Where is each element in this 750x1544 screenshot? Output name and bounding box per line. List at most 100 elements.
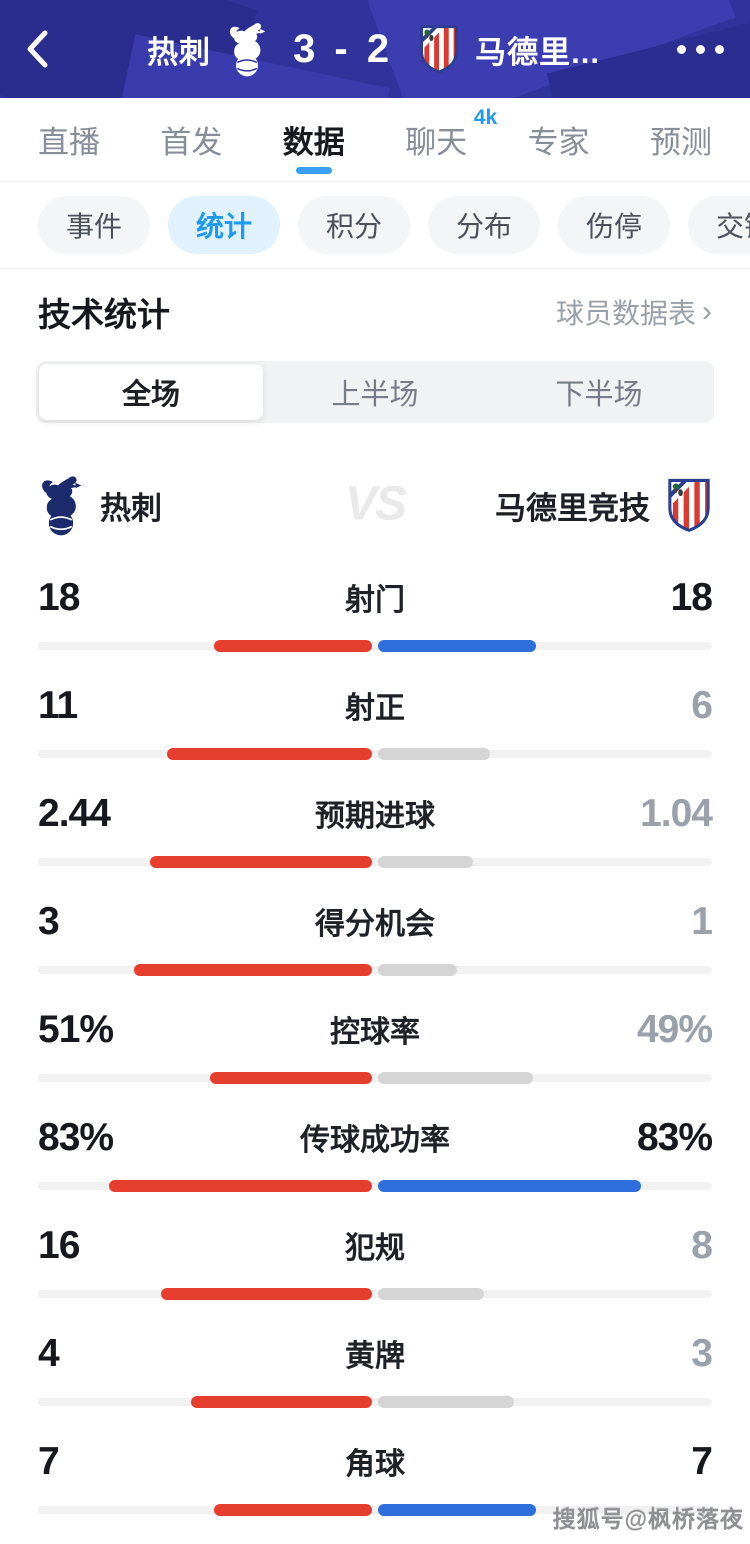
subtab-伤停[interactable]: 伤停: [558, 196, 670, 254]
home-team: 热刺: [38, 473, 162, 537]
teams-row: 热刺 VS 马德里竞技: [0, 465, 750, 545]
stat-row-控球率: 51% 控球率 49%: [0, 995, 750, 1103]
stat-bar-track: [38, 1288, 712, 1300]
subtab-统计[interactable]: 统计: [168, 196, 280, 254]
tab-label: 聊天: [405, 125, 468, 160]
stat-bar-track: [38, 964, 712, 976]
home-team-name[interactable]: 热刺: [147, 34, 212, 70]
chevron-right-icon: ›: [702, 295, 712, 328]
subtab-交锋[interactable]: 交锋: [688, 196, 750, 254]
stat-bar-track: [38, 1396, 712, 1408]
home-stat-bar: [210, 1072, 372, 1084]
period-全场[interactable]: 全场: [39, 364, 263, 420]
away-stat-bar: [378, 1288, 484, 1300]
home-stat-value: 2.44: [38, 792, 111, 835]
tab-聊天[interactable]: 聊天 4k: [405, 98, 497, 182]
tab-label: 直播: [38, 125, 100, 160]
stat-row-预期进球: 2.44 预期进球 1.04: [0, 779, 750, 887]
home-stat-value: 51%: [38, 1008, 114, 1051]
tab-label: 专家: [527, 125, 590, 160]
away-stat-bar: [378, 1504, 537, 1516]
period-下半场[interactable]: 下半场: [555, 379, 643, 411]
tab-首发[interactable]: 首发: [160, 98, 222, 182]
home-team-logo: [225, 21, 269, 77]
stat-bar-track: [38, 640, 712, 652]
stat-label: 黄牌: [345, 1340, 405, 1373]
stat-label: 犯规: [345, 1232, 405, 1265]
stat-bar-track: [38, 856, 712, 868]
match-header: 热刺 3 - 2 马德里...: [0, 0, 750, 98]
stat-row-传球成功率: 83% 传球成功率 83%: [0, 1103, 750, 1211]
vs-watermark: VS: [344, 477, 407, 531]
chevron-left-icon: [27, 30, 48, 68]
tab-label: 预测: [649, 125, 712, 160]
stat-row-黄牌: 4 黄牌 3: [0, 1319, 750, 1427]
home-stat-value: 83%: [38, 1116, 114, 1159]
away-stat-value: 1: [691, 900, 713, 943]
away-stat-value: 49%: [636, 1008, 713, 1051]
home-stat-value: 16: [38, 1224, 80, 1267]
stat-row-射正: 11 射正 6: [0, 671, 750, 779]
primary-tab-bar: 直播 首发 数据 聊天 4k 专家 预测: [0, 98, 750, 182]
player-data-link-label: 球员数据表: [555, 298, 696, 329]
stats-section-header: 技术统计 球员数据表 ›: [0, 269, 750, 355]
tab-label: 数据: [282, 125, 345, 160]
away-team-name[interactable]: 马德里...: [475, 34, 600, 70]
divider: [0, 268, 750, 269]
player-data-link[interactable]: 球员数据表 ›: [556, 292, 712, 332]
home-team-logo: [38, 473, 84, 537]
away-stat-bar: [378, 640, 537, 652]
tab-专家[interactable]: 专家: [528, 98, 590, 182]
away-stat-value: 6: [691, 684, 713, 727]
stat-bar-track: [38, 1180, 712, 1192]
home-stat-value: 4: [38, 1332, 60, 1375]
period-上半场[interactable]: 上半场: [331, 379, 419, 411]
section-title: 技术统计: [38, 296, 170, 333]
away-stat-value: 18: [670, 576, 713, 619]
home-stat-bar: [190, 1396, 372, 1408]
stat-row-角球: 7 角球 7: [0, 1427, 750, 1535]
stat-label: 得分机会: [315, 908, 435, 941]
tab-预测[interactable]: 预测: [650, 98, 712, 182]
more-options-button[interactable]: [675, 35, 726, 64]
away-stat-value: 83%: [636, 1116, 713, 1159]
stat-bar-track: [38, 1504, 712, 1516]
period-segmented-control: 全场 上半场 下半场: [36, 361, 714, 423]
away-stat-bar: [378, 748, 490, 760]
away-stat-value: 3: [691, 1332, 713, 1375]
home-stat-value: 18: [38, 576, 80, 619]
tab-数据[interactable]: 数据: [283, 98, 345, 182]
tab-label: 首发: [160, 125, 223, 160]
publisher-watermark: 搜狐号@枫桥落夜: [552, 1506, 744, 1532]
away-stat-bar: [378, 856, 473, 868]
stats-list: 18 射门 18 11 射正 6 2.44 预期进球 1.04 3 得分机会 1 51% 控球率 49% 83…: [0, 563, 750, 1535]
away-stat-bar: [378, 964, 458, 976]
back-button[interactable]: [24, 25, 72, 73]
subtab-事件[interactable]: 事件: [38, 196, 150, 254]
chat-count-badge: 4k: [473, 105, 498, 129]
active-tab-underline: [295, 166, 332, 174]
home-stat-value: 7: [38, 1440, 60, 1483]
stat-label: 角球: [345, 1448, 405, 1481]
subtab-分布[interactable]: 分布: [428, 196, 540, 254]
away-stat-value: 8: [691, 1224, 713, 1267]
home-stat-bar: [213, 640, 372, 652]
stat-label: 预期进球: [315, 800, 435, 833]
home-stat-bar: [109, 1180, 372, 1192]
away-team: 马德里竞技: [495, 473, 712, 537]
home-stat-value: 11: [38, 684, 78, 727]
subtab-积分[interactable]: 积分: [298, 196, 410, 254]
away-stat-bar: [378, 1072, 534, 1084]
home-stat-bar: [167, 748, 372, 760]
home-stat-bar: [134, 964, 372, 976]
away-stat-value: 1.04: [640, 792, 713, 835]
stat-bar-track: [38, 1072, 712, 1084]
stat-row-射门: 18 射门 18: [0, 563, 750, 671]
stat-bar-track: [38, 748, 712, 760]
tab-直播[interactable]: 直播: [38, 98, 100, 182]
match-score: 3 - 2: [293, 26, 394, 71]
home-stat-bar: [213, 1504, 372, 1516]
stat-label: 射门: [345, 584, 405, 617]
home-stat-bar: [149, 856, 372, 868]
away-team-label: 马德里竞技: [495, 490, 650, 526]
